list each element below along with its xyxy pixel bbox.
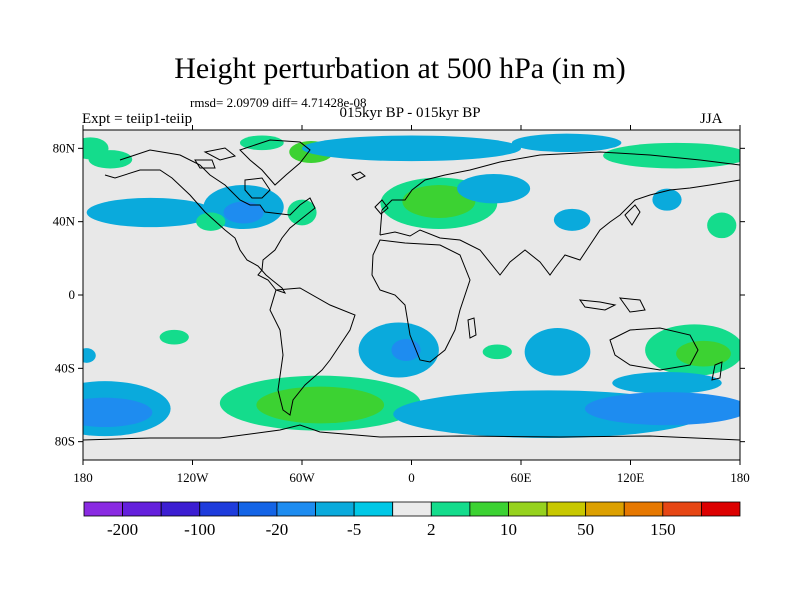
coastlines — [83, 139, 740, 441]
lat-tick-label: 80S — [55, 434, 75, 449]
colorbar-label: -20 — [266, 520, 289, 539]
map-axes: 80N 40N 0 40S 80S 180 120W 60W 0 60E 120E 180 — [53, 125, 750, 485]
anomaly-region — [83, 348, 96, 363]
colorbar-swatch — [160, 501, 201, 517]
colorbar-label: 50 — [577, 520, 594, 539]
experiment-label: Expt = teiip1-teiip — [82, 111, 193, 127]
colorbar-swatch — [392, 501, 432, 517]
colorbar-swatch — [585, 501, 625, 517]
anomaly-region — [652, 188, 682, 211]
anomaly-region — [159, 329, 189, 345]
lon-tick-label: 60E — [511, 470, 532, 485]
lat-tick-label: 80N — [53, 140, 76, 155]
colorbar-swatch — [353, 501, 394, 517]
colorbar-swatch — [122, 501, 162, 517]
colorbar-swatch — [199, 501, 239, 517]
anomaly-region — [86, 197, 215, 228]
colorbar-label: 150 — [650, 520, 676, 539]
colorbar-label: -100 — [184, 520, 215, 539]
anomaly-region — [482, 344, 512, 360]
lon-tick-label: 120E — [617, 470, 645, 485]
colorbar-swatch — [662, 501, 702, 517]
lat-tick-label: 40S — [55, 360, 75, 375]
anomaly-region — [287, 199, 317, 226]
colorbar-label: -5 — [347, 520, 361, 539]
colorbar-swatch — [469, 501, 509, 517]
anomaly-region — [457, 174, 531, 204]
anomaly-region — [603, 142, 740, 169]
anomaly-region — [707, 212, 737, 239]
anomaly-region — [524, 328, 591, 376]
lat-tick-label: 0 — [69, 287, 76, 302]
colorbar: -200 -100 -20 -5 2 10 50 150 — [83, 501, 741, 539]
anomaly-region — [88, 150, 133, 169]
lon-tick-label: 0 — [408, 470, 415, 485]
anomaly-region — [553, 208, 591, 231]
colorbar-swatch — [83, 501, 123, 517]
colorbar-swatch — [546, 501, 587, 517]
anomaly-region — [612, 372, 722, 394]
plot-title: Height perturbation at 500 hPa (in m) — [174, 52, 626, 85]
stats-text: rmsd= 2.09709 diff= 4.71428e-08 — [190, 95, 367, 110]
colorbar-swatch — [237, 501, 278, 517]
anomaly-region — [223, 201, 264, 224]
anomaly-region — [402, 185, 476, 218]
anomaly-region — [83, 397, 153, 427]
colorbar-label: -200 — [107, 520, 138, 539]
lon-tick-label: 180 — [730, 470, 750, 485]
anomaly-region — [256, 386, 385, 424]
colorbar-swatch — [276, 501, 316, 517]
lon-tick-label: 180 — [73, 470, 93, 485]
colorbar-swatch — [430, 501, 471, 517]
colorbar-label: 2 — [427, 520, 436, 539]
lon-tick-label: 60W — [289, 470, 315, 485]
anomaly-region — [511, 133, 622, 152]
anomaly-region — [302, 135, 521, 162]
lat-tick-label: 40N — [53, 214, 76, 229]
period-label: 015kyr BP - 015kyr BP — [339, 105, 481, 121]
season-label: JJA — [700, 111, 723, 127]
lon-tick-label: 120W — [177, 470, 210, 485]
colorbar-label: 10 — [500, 520, 517, 539]
colorbar-swatch — [701, 501, 741, 517]
anomaly-field — [83, 133, 740, 438]
anomaly-region — [676, 340, 731, 367]
anomaly-region — [196, 212, 226, 231]
colorbar-swatch — [623, 501, 664, 517]
colorbar-swatch — [315, 501, 355, 517]
colorbar-swatch — [508, 501, 548, 517]
anomaly-region — [584, 392, 740, 426]
